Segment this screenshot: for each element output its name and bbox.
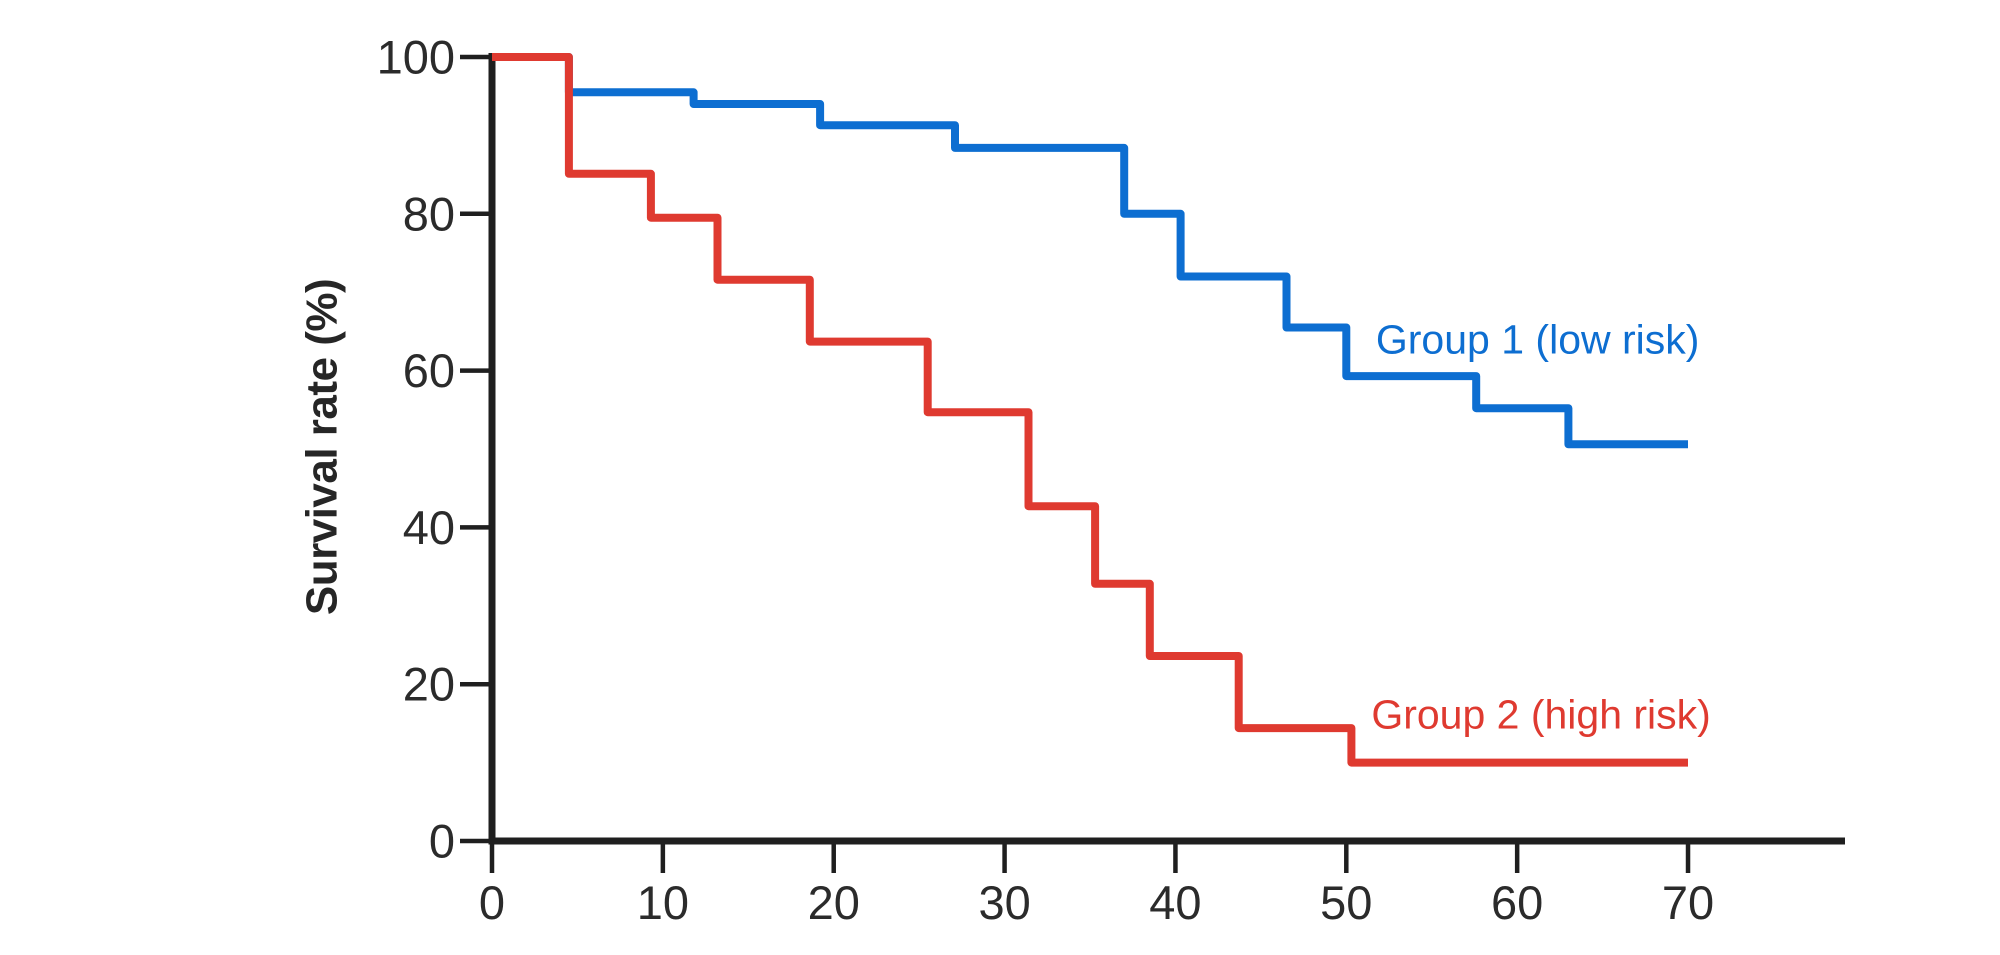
y-tick-label-0: 0 — [429, 814, 455, 867]
kaplan-meier-survival-chart: 0 20 40 60 80 100 0 10 20 30 40 50 60 70 Survival rate… — [40, 16, 2000, 939]
x-tick-label-10: 10 — [637, 876, 689, 929]
series-path-group-1 — [492, 53, 1688, 449]
x-tick-label-50: 50 — [1320, 876, 1372, 929]
x-tick-label-70: 70 — [1662, 876, 1714, 929]
x-tick-label-40: 40 — [1149, 876, 1201, 929]
y-tick-label-80: 80 — [403, 187, 455, 240]
x-tick-label-20: 20 — [808, 876, 860, 929]
series-label-group-1: Group 1 (low risk) — [1376, 317, 1700, 363]
chart-canvas: 0 20 40 60 80 100 0 10 20 30 40 50 60 70 Survival rate… — [297, 30, 1845, 929]
series-path-group-2 — [492, 53, 1688, 767]
y-tick-label-100: 100 — [377, 30, 455, 83]
x-tick-label-30: 30 — [978, 876, 1030, 929]
y-tick-label-40: 40 — [403, 501, 455, 554]
y-tick-label-60: 60 — [403, 344, 455, 397]
y-tick-label-20: 20 — [403, 658, 455, 711]
x-tick-label-0: 0 — [479, 876, 505, 929]
x-tick-label-60: 60 — [1491, 876, 1543, 929]
series-label-group-2: Group 2 (high risk) — [1371, 691, 1711, 737]
y-axis-title: Survival rate (%) — [297, 279, 346, 615]
